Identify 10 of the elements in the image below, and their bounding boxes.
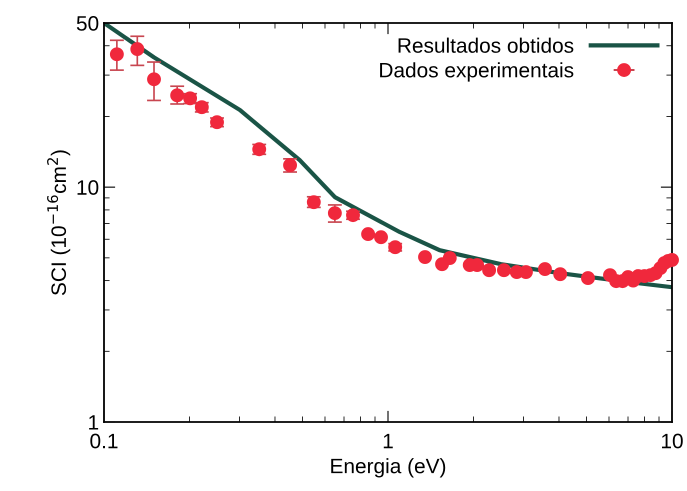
y-axis-title: SCI (10$^{−16}$cm$^{2}$) (47, 150, 70, 296)
y-tick-label: 10 (78, 180, 98, 195)
y-tick-label: 1 (89, 415, 98, 430)
x-tick-label: 0.1 (90, 434, 118, 448)
y-tick-label: 50 (76, 16, 98, 31)
legend-label: Resultados obtidos (398, 38, 574, 53)
x-axis-title: Energia (eV) (331, 458, 446, 478)
x-tick-label: 1 (384, 434, 393, 448)
x-tick-label: 10 (662, 434, 683, 448)
legend-label: Dados experimentais (380, 62, 574, 82)
